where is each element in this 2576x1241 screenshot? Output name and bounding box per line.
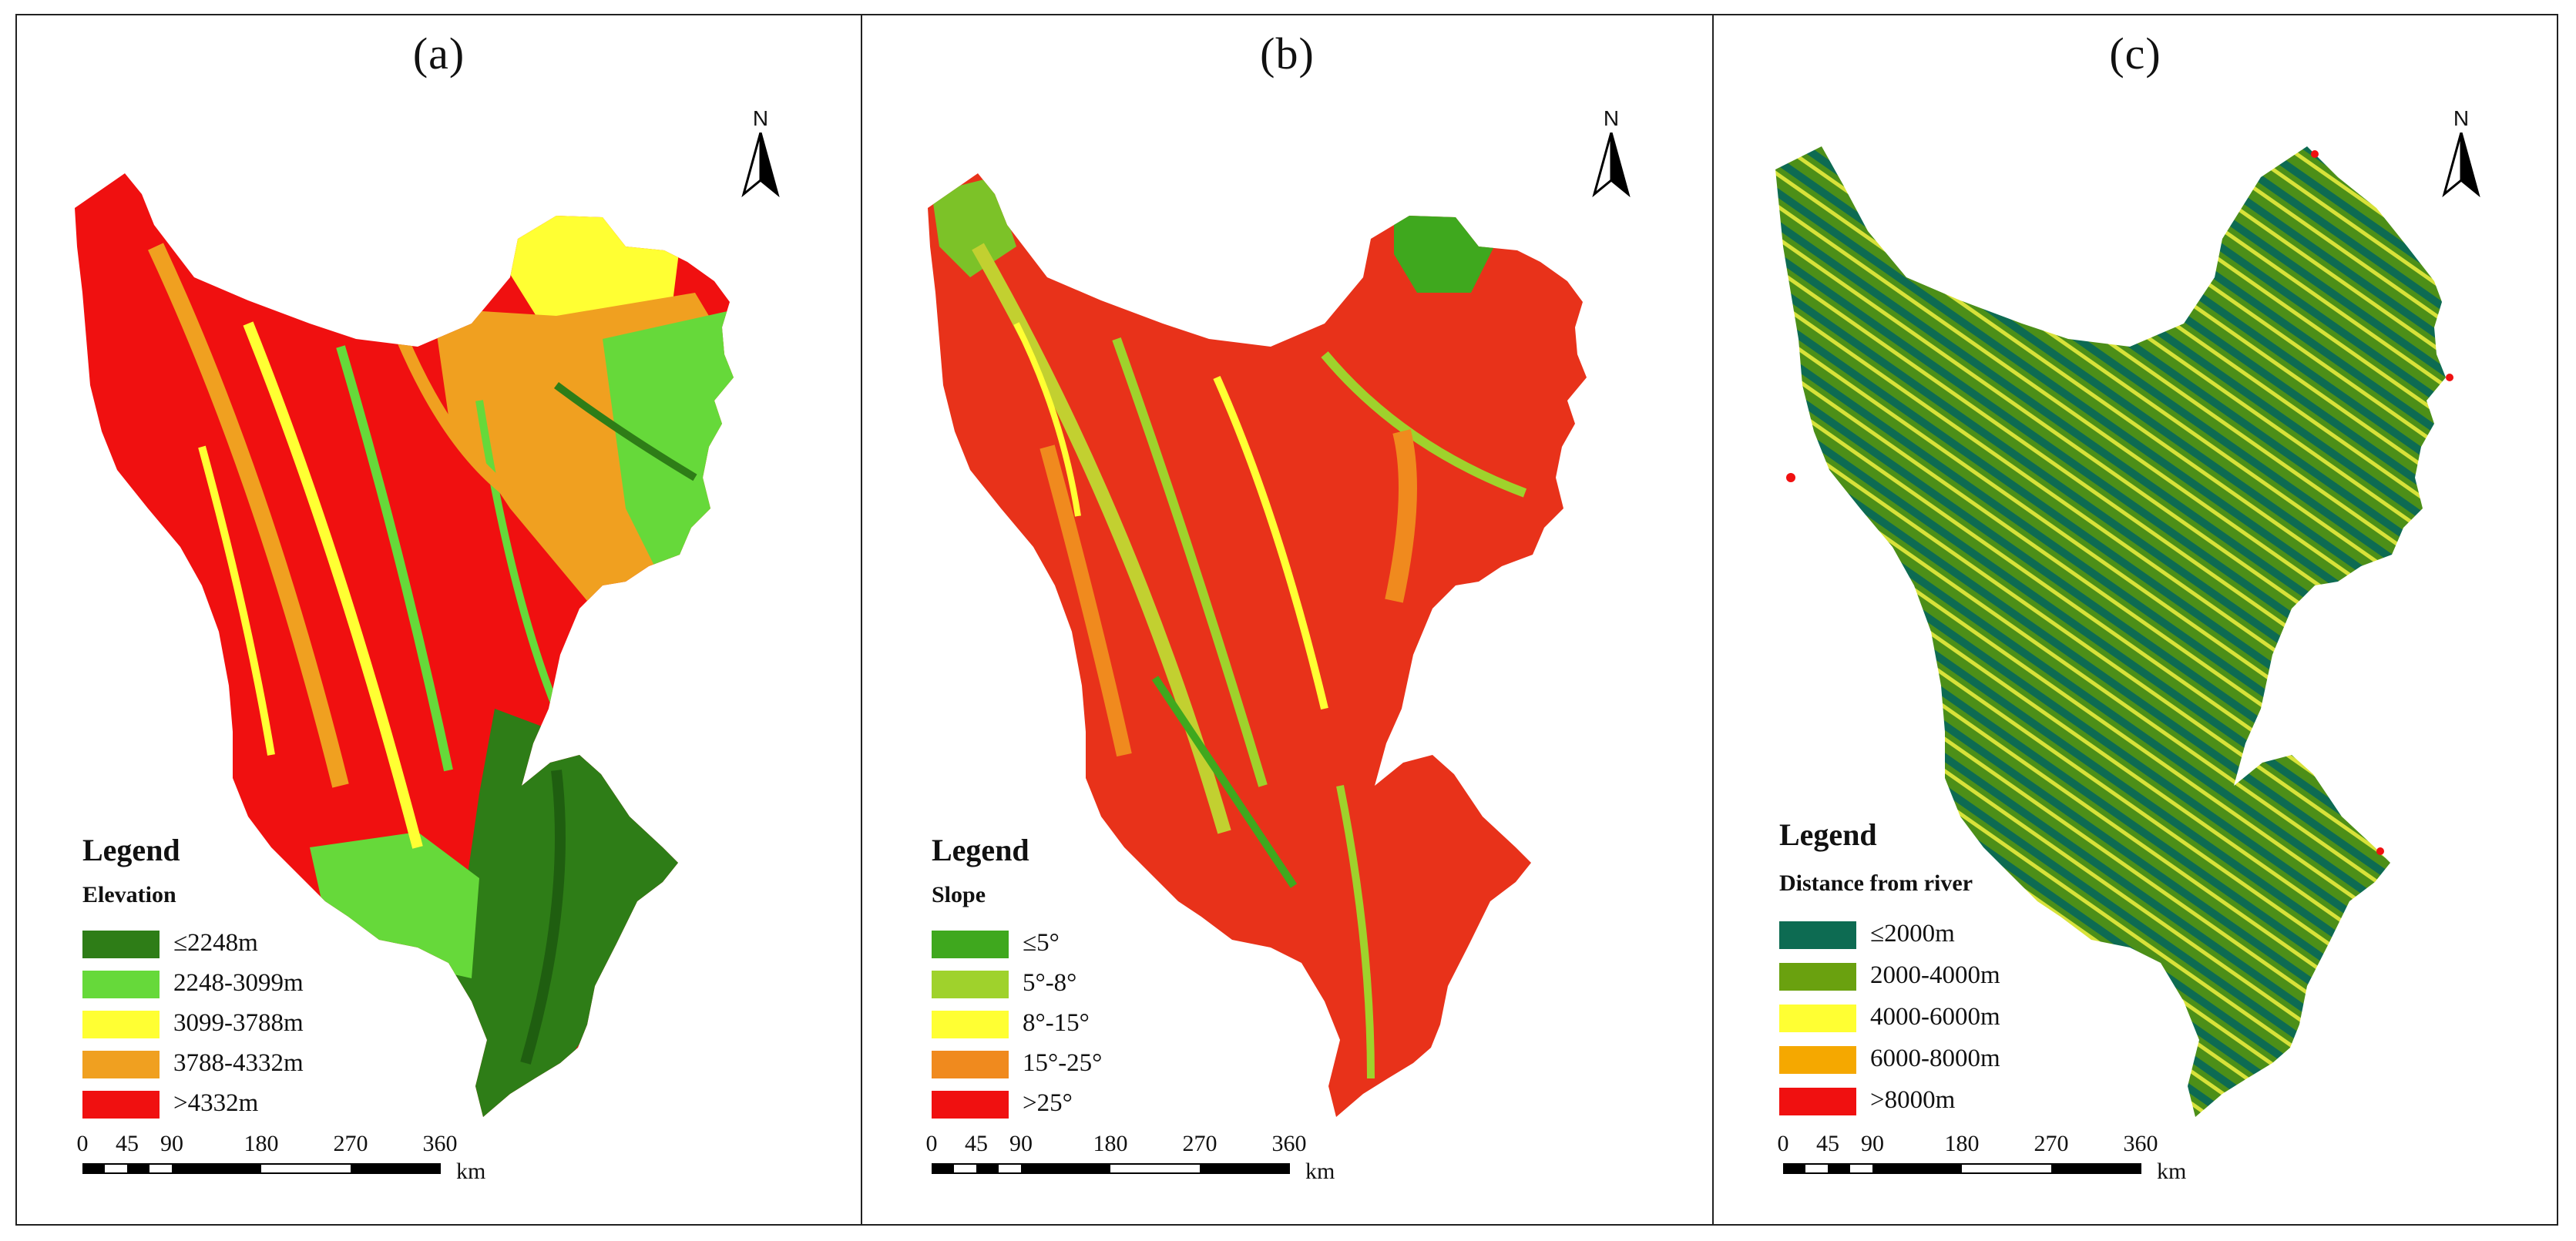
legend-swatch bbox=[1779, 1088, 1856, 1115]
north-label: N bbox=[2453, 106, 2470, 130]
legend-title: Elevation bbox=[82, 882, 176, 907]
scale-tick-label: 0 bbox=[1777, 1131, 1789, 1156]
legend-swatch bbox=[1779, 1005, 1856, 1032]
scale-tick-label: 90 bbox=[1009, 1131, 1033, 1156]
north-label: N bbox=[752, 106, 769, 130]
distance-edge-mark bbox=[2446, 374, 2453, 381]
scale-bar-graphic bbox=[82, 1163, 441, 1174]
distance-edge-mark bbox=[2376, 847, 2384, 855]
legend-label: 2000-4000m bbox=[1870, 961, 2000, 989]
legend-heading: Legend bbox=[1779, 817, 1877, 852]
scale-tick-label: 0 bbox=[76, 1131, 89, 1156]
legend-label: 15°-25° bbox=[1023, 1049, 1103, 1077]
distance-edge-mark bbox=[1786, 473, 1795, 482]
distance-edge-mark bbox=[2311, 150, 2319, 158]
scale-unit: km bbox=[1305, 1159, 1335, 1184]
legend-swatch bbox=[82, 931, 160, 958]
legend-swatch bbox=[932, 1051, 1009, 1078]
legend-label: >8000m bbox=[1870, 1086, 1956, 1114]
panel-divider-2 bbox=[1712, 14, 1714, 1226]
north-arrow-icon bbox=[741, 132, 780, 198]
scale-tick-label: 90 bbox=[160, 1131, 183, 1156]
legend-swatch bbox=[1779, 963, 1856, 991]
legend-swatch bbox=[82, 1011, 160, 1038]
legend-label: ≤2248m bbox=[173, 929, 258, 957]
legend-label: >25° bbox=[1023, 1089, 1073, 1117]
scale-tick-label: 90 bbox=[1861, 1131, 1884, 1156]
legend-label: 3099-3788m bbox=[173, 1009, 304, 1037]
scale-tick-label: 270 bbox=[333, 1131, 368, 1156]
legend-heading: Legend bbox=[82, 833, 180, 867]
elevation-map bbox=[75, 173, 734, 1117]
scale-tick-label: 360 bbox=[422, 1131, 458, 1156]
legend-swatch bbox=[82, 971, 160, 998]
scale-tick-label: 180 bbox=[1093, 1131, 1128, 1156]
legend-label: 4000-6000m bbox=[1870, 1003, 2000, 1031]
legend-label: 2248-3099m bbox=[173, 969, 304, 997]
scale-tick-label: 45 bbox=[1816, 1131, 1839, 1156]
legend-swatch bbox=[82, 1091, 160, 1119]
scale-tick-label: 0 bbox=[925, 1131, 938, 1156]
scale-tick-label: 270 bbox=[2034, 1131, 2069, 1156]
panel-label: (b) bbox=[1260, 29, 1315, 79]
north-label: N bbox=[1603, 106, 1620, 130]
legend-label: 8°-15° bbox=[1023, 1009, 1090, 1037]
scale-tick-label: 360 bbox=[1271, 1131, 1307, 1156]
figure-frame bbox=[15, 14, 2558, 1226]
scale-bar-graphic bbox=[932, 1163, 1290, 1174]
legend-label: ≤2000m bbox=[1870, 920, 1955, 948]
legend-label: >4332m bbox=[173, 1089, 259, 1117]
scale-tick-label: 180 bbox=[243, 1131, 279, 1156]
panel-label: (a) bbox=[412, 29, 465, 79]
north-arrow-icon bbox=[1592, 132, 1631, 198]
legend-title: Distance from river bbox=[1779, 870, 1973, 896]
legend-heading: Legend bbox=[932, 833, 1029, 867]
panel-elevation: (a) N Legend El bbox=[17, 15, 861, 1224]
legend-swatch bbox=[1779, 1046, 1856, 1074]
north-arrow-icon bbox=[2442, 132, 2480, 198]
scale-unit: km bbox=[2157, 1159, 2187, 1184]
scale-bar: 0 45 90 180 270 360 km bbox=[1778, 1131, 2215, 1185]
scale-tick-label: 270 bbox=[1182, 1131, 1217, 1156]
north-arrow: N bbox=[1588, 106, 1634, 199]
legend-swatch bbox=[932, 971, 1009, 998]
legend-label: 3788-4332m bbox=[173, 1049, 304, 1077]
north-arrow: N bbox=[2438, 106, 2484, 199]
scale-bar: 0 45 90 180 270 360 km bbox=[77, 1131, 514, 1185]
scale-unit: km bbox=[456, 1159, 486, 1184]
north-arrow: N bbox=[737, 106, 784, 199]
legend-swatch bbox=[932, 1011, 1009, 1038]
scale-tick-label: 45 bbox=[116, 1131, 139, 1156]
panel-divider-1 bbox=[861, 14, 862, 1226]
legend-title: Slope bbox=[932, 882, 986, 907]
slope-map bbox=[928, 173, 1587, 1117]
legend-swatch bbox=[1779, 921, 1856, 949]
scale-bar: 0 45 90 180 270 360 km bbox=[926, 1131, 1363, 1185]
legend-swatch bbox=[932, 1091, 1009, 1119]
distance-map bbox=[1775, 146, 2453, 1117]
legend-label: 6000-8000m bbox=[1870, 1045, 2000, 1072]
panel-label: (c) bbox=[2109, 29, 2161, 79]
panel-slope: (b) N Legend Slope bbox=[862, 15, 1712, 1224]
scale-tick-label: 180 bbox=[1944, 1131, 1980, 1156]
panel-distance-from-river: (c) N Legend Distance from river bbox=[1714, 15, 2557, 1224]
scale-tick-label: 360 bbox=[2123, 1131, 2158, 1156]
scale-tick-label: 45 bbox=[965, 1131, 988, 1156]
legend-swatch bbox=[82, 1051, 160, 1078]
legend-label: 5°-8° bbox=[1023, 969, 1077, 997]
legend-label: ≤5° bbox=[1023, 929, 1060, 957]
legend-swatch bbox=[932, 931, 1009, 958]
scale-bar-graphic bbox=[1783, 1163, 2141, 1174]
